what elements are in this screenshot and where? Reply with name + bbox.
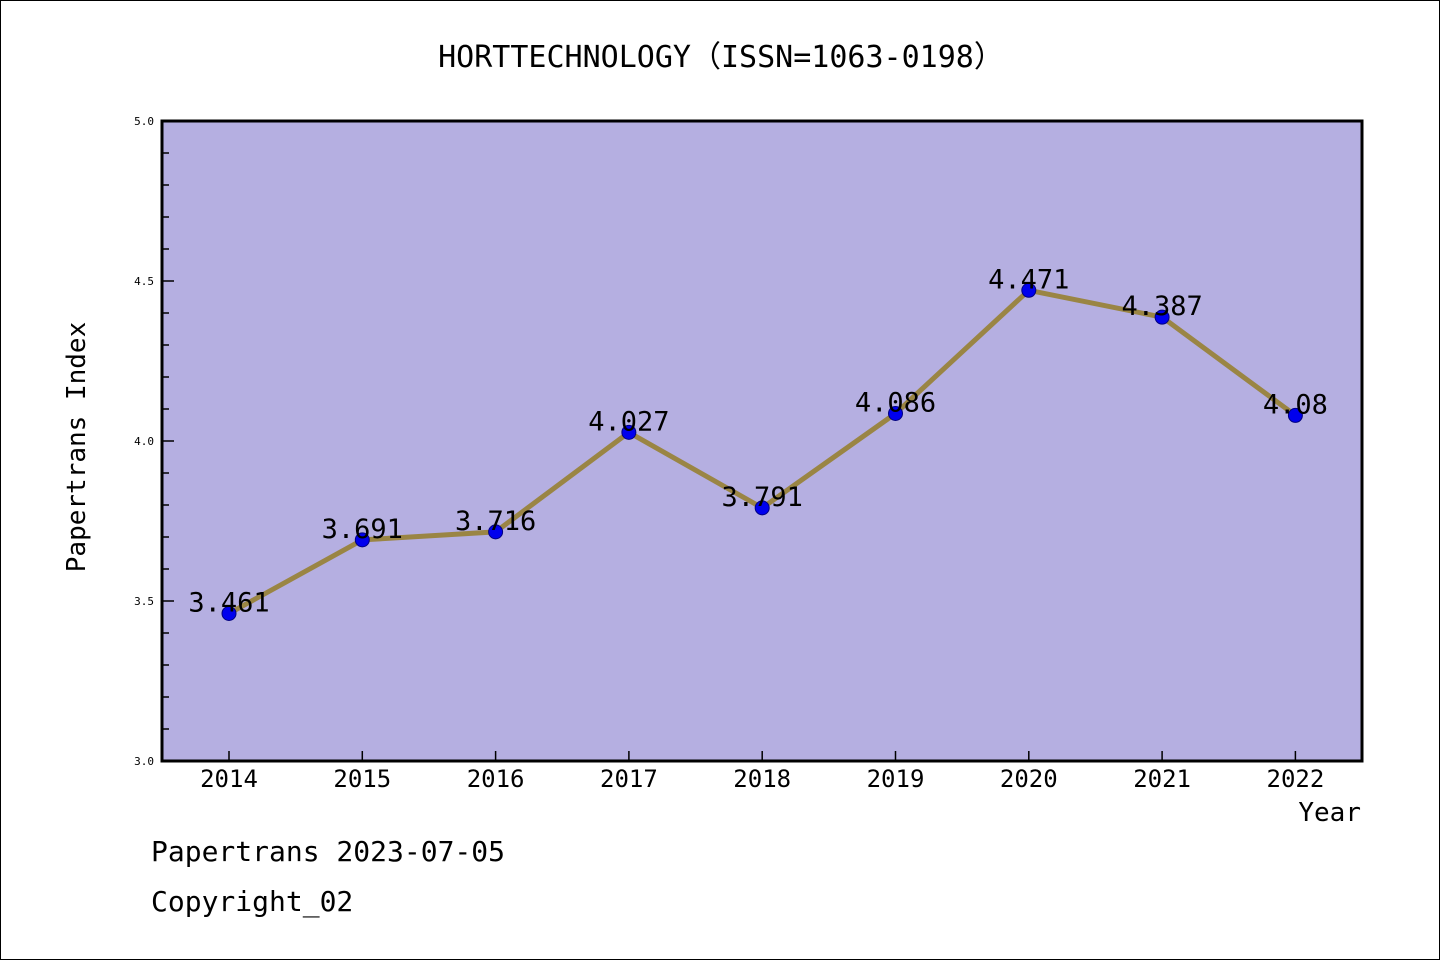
y-tick-label: 3.0 xyxy=(134,755,154,768)
series-markers xyxy=(221,282,1303,621)
plot-area xyxy=(160,119,1364,763)
chart-title: HORTTECHNOLOGY（ISSN=1063-0198） xyxy=(438,40,1004,75)
data-label: 3.791 xyxy=(722,482,803,513)
data-point xyxy=(1154,309,1170,325)
y-axis: 3.0 3.5 4.0 4.5 5.0 xyxy=(134,115,174,768)
data-label: 4.086 xyxy=(855,387,936,418)
copyright-text: Copyright_02 xyxy=(151,885,354,918)
x-tick-label: 2021 xyxy=(1133,765,1191,793)
data-point xyxy=(621,424,637,440)
data-label: 4.08 xyxy=(1263,389,1328,420)
x-tick-label: 2019 xyxy=(867,765,925,793)
x-tick-label: 2018 xyxy=(733,765,791,793)
data-point xyxy=(354,532,370,548)
x-axis-label: Year xyxy=(1298,798,1361,828)
data-label: 4.471 xyxy=(988,264,1069,295)
data-label: 3.461 xyxy=(188,587,269,618)
data-point xyxy=(1021,282,1037,298)
x-tick-label: 2017 xyxy=(600,765,658,793)
data-label: 4.027 xyxy=(588,406,669,437)
data-point xyxy=(888,405,903,421)
y-tick-label: 4.5 xyxy=(134,275,154,288)
data-point xyxy=(1287,407,1303,423)
x-tick-label: 2022 xyxy=(1267,765,1325,793)
x-axis: 2014 2015 2016 2017 2018 2019 2020 2021 2022 xyxy=(200,751,1324,793)
data-point xyxy=(754,500,770,516)
y-tick-label: 3.5 xyxy=(134,595,154,608)
y-tick-label: 5.0 xyxy=(134,115,154,128)
y-tick-label: 4.0 xyxy=(134,435,154,448)
data-point xyxy=(221,605,237,621)
source-date-text: Papertrans 2023-07-05 xyxy=(151,835,506,868)
data-label: 3.691 xyxy=(322,514,403,545)
data-labels: 3.461 3.691 3.716 4.027 3.791 4.086 4.471 4.387… xyxy=(188,264,1328,618)
x-tick-label: 2015 xyxy=(333,765,391,793)
x-tick-label: 2016 xyxy=(467,765,525,793)
y-axis-label: Papertrans Index xyxy=(62,322,92,572)
x-tick-label: 2020 xyxy=(1000,765,1058,793)
data-label: 3.716 xyxy=(455,506,536,537)
data-label: 4.387 xyxy=(1121,291,1202,322)
x-tick-label: 2014 xyxy=(200,765,258,793)
data-point xyxy=(488,524,504,540)
